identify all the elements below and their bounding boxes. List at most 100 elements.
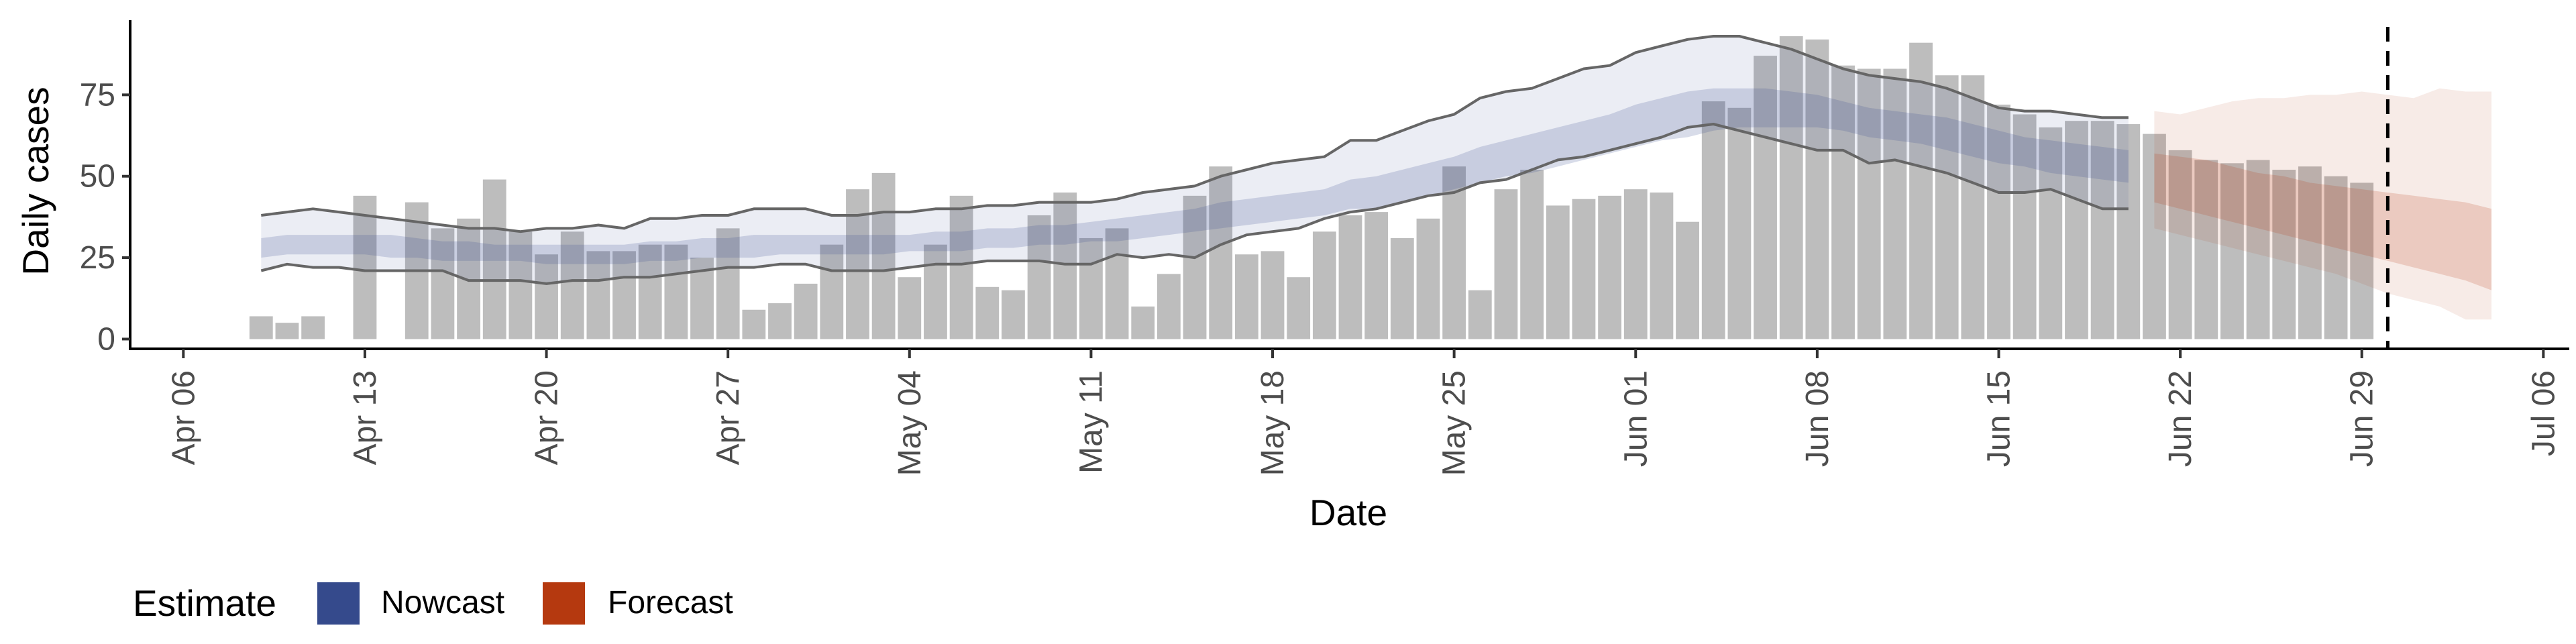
bar — [898, 277, 922, 339]
bar — [1027, 215, 1051, 339]
bar — [1935, 75, 1959, 339]
bar — [1157, 274, 1181, 339]
bar — [1260, 251, 1285, 339]
bar — [1701, 101, 1725, 339]
bar — [2194, 160, 2218, 339]
bar — [1598, 195, 1621, 339]
bar — [482, 179, 506, 339]
x-tick-label: Jun 29 — [2345, 370, 2380, 467]
bar — [924, 244, 947, 339]
y-tick-label: 0 — [97, 321, 115, 357]
bar — [716, 228, 740, 339]
bar — [1131, 306, 1155, 339]
nowcast-upper-90-line — [261, 35, 2129, 233]
bar — [638, 244, 662, 339]
x-tick-label: Jun 08 — [1800, 370, 1835, 467]
bar — [2350, 182, 2374, 339]
bar — [1650, 192, 1674, 339]
bar — [2116, 124, 2141, 339]
x-tick-label: May 18 — [1255, 370, 1291, 476]
bar — [2298, 166, 2322, 339]
plot-area — [249, 27, 2491, 349]
y-tick-label: 25 — [80, 240, 115, 276]
bar — [1209, 166, 1233, 339]
bar — [1338, 215, 1362, 339]
bar — [431, 228, 455, 339]
x-tick-label: May 11 — [1073, 370, 1109, 474]
bar — [508, 231, 533, 339]
legend-swatch-nowcast — [317, 582, 360, 625]
legend-swatch-forecast — [543, 582, 585, 625]
bar — [1676, 221, 1699, 339]
x-tick-label: May 04 — [892, 370, 928, 476]
x-tick-label: Apr 27 — [710, 370, 746, 465]
y-tick-label: 75 — [80, 77, 115, 113]
bar — [2039, 127, 2063, 339]
nowcast-lower-90-line — [260, 123, 2129, 285]
bar — [1520, 170, 1544, 339]
bar — [794, 283, 818, 339]
bar — [560, 231, 584, 339]
bar — [2143, 133, 2166, 339]
bar — [249, 316, 273, 339]
bar — [1494, 189, 1518, 339]
bar — [1312, 231, 1336, 339]
x-tick-label: Jun 01 — [1618, 370, 1654, 467]
legend-label-nowcast: Nowcast — [381, 585, 504, 621]
bar — [2065, 121, 2088, 339]
forecast-50-interval-band — [2154, 153, 2491, 290]
bar — [1546, 205, 1570, 339]
bar — [1234, 254, 1258, 339]
bar — [275, 323, 299, 339]
bar — [586, 251, 610, 339]
x-tick-label: May 25 — [1437, 370, 1472, 476]
bar — [353, 195, 377, 339]
x-tick-label: Apr 06 — [166, 370, 201, 465]
bar — [2012, 114, 2037, 339]
x-tick-label: Jul 06 — [2526, 370, 2561, 456]
bar — [1002, 290, 1025, 339]
bar — [1727, 107, 1752, 339]
x-tick-label: Jun 22 — [2163, 370, 2198, 467]
nowcast-50-interval-band — [261, 88, 2129, 264]
bar — [1779, 36, 1803, 339]
bar — [1183, 195, 1207, 339]
bar — [1079, 237, 1103, 339]
bar — [1364, 212, 1389, 339]
bar — [1442, 166, 1466, 339]
x-tick-label: Apr 13 — [347, 370, 383, 465]
bar — [2272, 170, 2296, 339]
bar — [871, 172, 896, 339]
bar — [1805, 39, 1829, 339]
x-tick-label: Jun 15 — [1982, 370, 2017, 467]
bar — [1909, 42, 1933, 339]
bar — [2324, 176, 2348, 339]
bar — [1987, 104, 2010, 339]
bar — [535, 254, 558, 339]
y-tick-label: 50 — [80, 159, 115, 195]
bar — [612, 251, 636, 339]
bar — [1468, 290, 1492, 339]
bar — [1883, 68, 1907, 339]
bar — [2090, 121, 2114, 339]
bar — [2246, 160, 2270, 339]
legend-label-forecast: Forecast — [608, 585, 733, 621]
bar — [1572, 199, 1596, 339]
nowcast-90-interval-band — [261, 36, 2129, 284]
bar — [1831, 65, 1855, 339]
bar — [664, 244, 688, 339]
axes: 0 25 50 75 Apr 06 Apr 13 Apr 20 Apr 27 May 04 May… — [80, 20, 2569, 476]
bar — [768, 303, 792, 339]
bar — [2168, 150, 2192, 339]
bar — [820, 244, 844, 339]
legend: Estimate Nowcast Forecast — [133, 582, 733, 625]
forecast-90-interval-band — [2154, 88, 2491, 320]
y-axis-title: Daily cases — [15, 87, 56, 275]
x-axis-title: Date — [1309, 492, 1387, 533]
bar — [2220, 163, 2244, 339]
x-tick-label: Apr 20 — [529, 370, 565, 465]
bar — [742, 309, 766, 339]
legend-title: Estimate — [133, 582, 276, 624]
bar — [1961, 75, 1985, 339]
